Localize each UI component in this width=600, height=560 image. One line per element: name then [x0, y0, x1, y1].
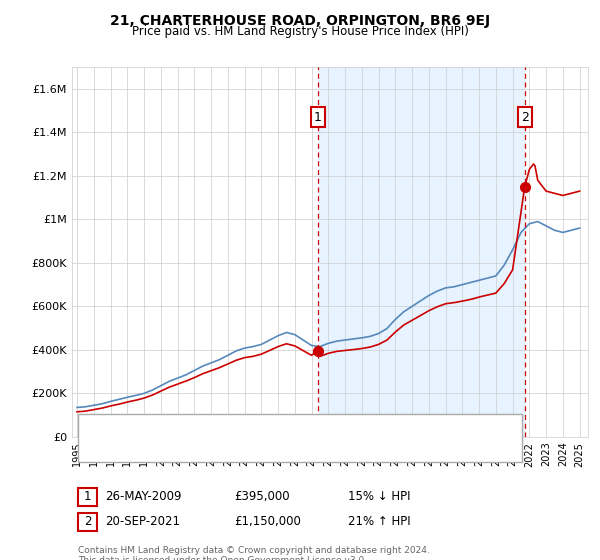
Text: 21% ↑ HPI: 21% ↑ HPI [348, 515, 410, 529]
Text: Price paid vs. HM Land Registry's House Price Index (HPI): Price paid vs. HM Land Registry's House … [131, 25, 469, 38]
Text: 20-SEP-2021: 20-SEP-2021 [105, 515, 180, 529]
Text: 2: 2 [521, 110, 529, 124]
Text: 26-MAY-2009: 26-MAY-2009 [105, 490, 182, 503]
Text: 21, CHARTERHOUSE ROAD, ORPINGTON, BR6 9EJ: 21, CHARTERHOUSE ROAD, ORPINGTON, BR6 9E… [110, 14, 490, 28]
Text: £1,150,000: £1,150,000 [234, 515, 301, 529]
Text: 2: 2 [84, 515, 91, 529]
Text: £395,000: £395,000 [234, 490, 290, 503]
Text: HPI: Average price, detached house, Bromley: HPI: Average price, detached house, Brom… [117, 444, 353, 454]
Text: 1: 1 [84, 490, 91, 503]
Text: 21, CHARTERHOUSE ROAD, ORPINGTON, BR6 9EJ (detached house): 21, CHARTERHOUSE ROAD, ORPINGTON, BR6 9E… [117, 423, 466, 433]
Text: Contains HM Land Registry data © Crown copyright and database right 2024.
This d: Contains HM Land Registry data © Crown c… [78, 546, 430, 560]
Text: 1: 1 [314, 110, 322, 124]
Text: 15% ↓ HPI: 15% ↓ HPI [348, 490, 410, 503]
